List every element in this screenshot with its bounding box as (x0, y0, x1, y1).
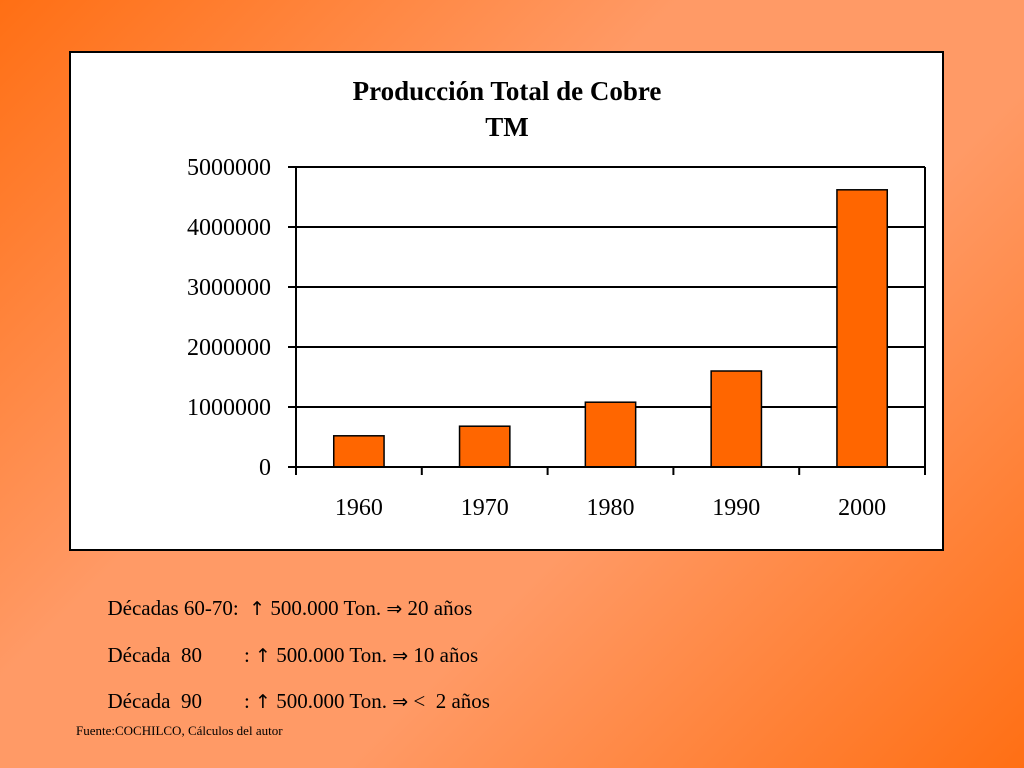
x-tick-label: 1970 (461, 495, 509, 521)
chart-subtitle: TM (485, 112, 529, 142)
y-tick-label: 2000000 (187, 335, 271, 361)
note-amount: 500.000 Ton. (276, 643, 387, 667)
note-period: Década 90 (107, 689, 202, 713)
note-line-2: Década 80: ↑ 500.000 Ton. ⇒ 10 años (97, 618, 479, 668)
note-time: 20 años (407, 596, 473, 620)
x-tick-label: 2000 (838, 495, 886, 521)
y-tick-label: 4000000 (187, 215, 271, 241)
implies-arrow-icon: ⇒ (386, 598, 403, 620)
y-tick-label: 0 (259, 455, 271, 481)
x-tick-labels: 1960 1970 1980 1990 2000 (335, 495, 886, 521)
note-amount: 500.000 Ton. (270, 596, 382, 620)
y-tick-label: 1000000 (187, 395, 271, 421)
note-period: Décadas 60-70: (107, 596, 239, 620)
gridlines (296, 166, 925, 408)
y-tick-label: 3000000 (187, 275, 271, 301)
note-time: 10 años (413, 643, 479, 667)
x-tick-label: 1980 (587, 495, 635, 521)
y-tick-labels: 0 1000000 2000000 3000000 4000000 5000000 (187, 155, 271, 481)
implies-arrow-icon: ⇒ (392, 691, 409, 713)
bar (332, 435, 385, 468)
bar (836, 189, 889, 468)
note-line-3: Década 90: ↑ 500.000 Ton. ⇒ < 2 años (97, 664, 490, 714)
note-amount: 500.000 Ton. (276, 689, 387, 713)
note-line-1: Décadas 60-70: ↑ 500.000 Ton. ⇒ 20 años (97, 571, 473, 621)
source-note: Fuente:COCHILCO, Cálculos del autor (76, 723, 283, 738)
implies-arrow-icon: ⇒ (392, 645, 409, 667)
bar (710, 370, 763, 468)
chart-panel: Producción Total de Cobre TM 0 1000000 200… (69, 51, 944, 551)
note-period: Década 80 (107, 643, 202, 667)
note-separator: : (243, 689, 250, 713)
up-arrow-icon: ↑ (255, 691, 271, 713)
note-separator: : (243, 643, 250, 667)
x-tick-label: 1960 (335, 495, 383, 521)
bar-chart: Producción Total de Cobre TM 0 1000000 200… (187, 76, 926, 521)
bar (584, 401, 637, 468)
axes (288, 166, 926, 475)
y-tick-label: 5000000 (187, 155, 271, 181)
x-tick-label: 1990 (712, 495, 760, 521)
up-arrow-icon: ↑ (249, 598, 266, 620)
bars (332, 189, 889, 468)
up-arrow-icon: ↑ (255, 645, 271, 667)
bar (458, 425, 511, 468)
note-time: < 2 años (413, 689, 490, 713)
chart-title: Producción Total de Cobre (353, 76, 662, 106)
